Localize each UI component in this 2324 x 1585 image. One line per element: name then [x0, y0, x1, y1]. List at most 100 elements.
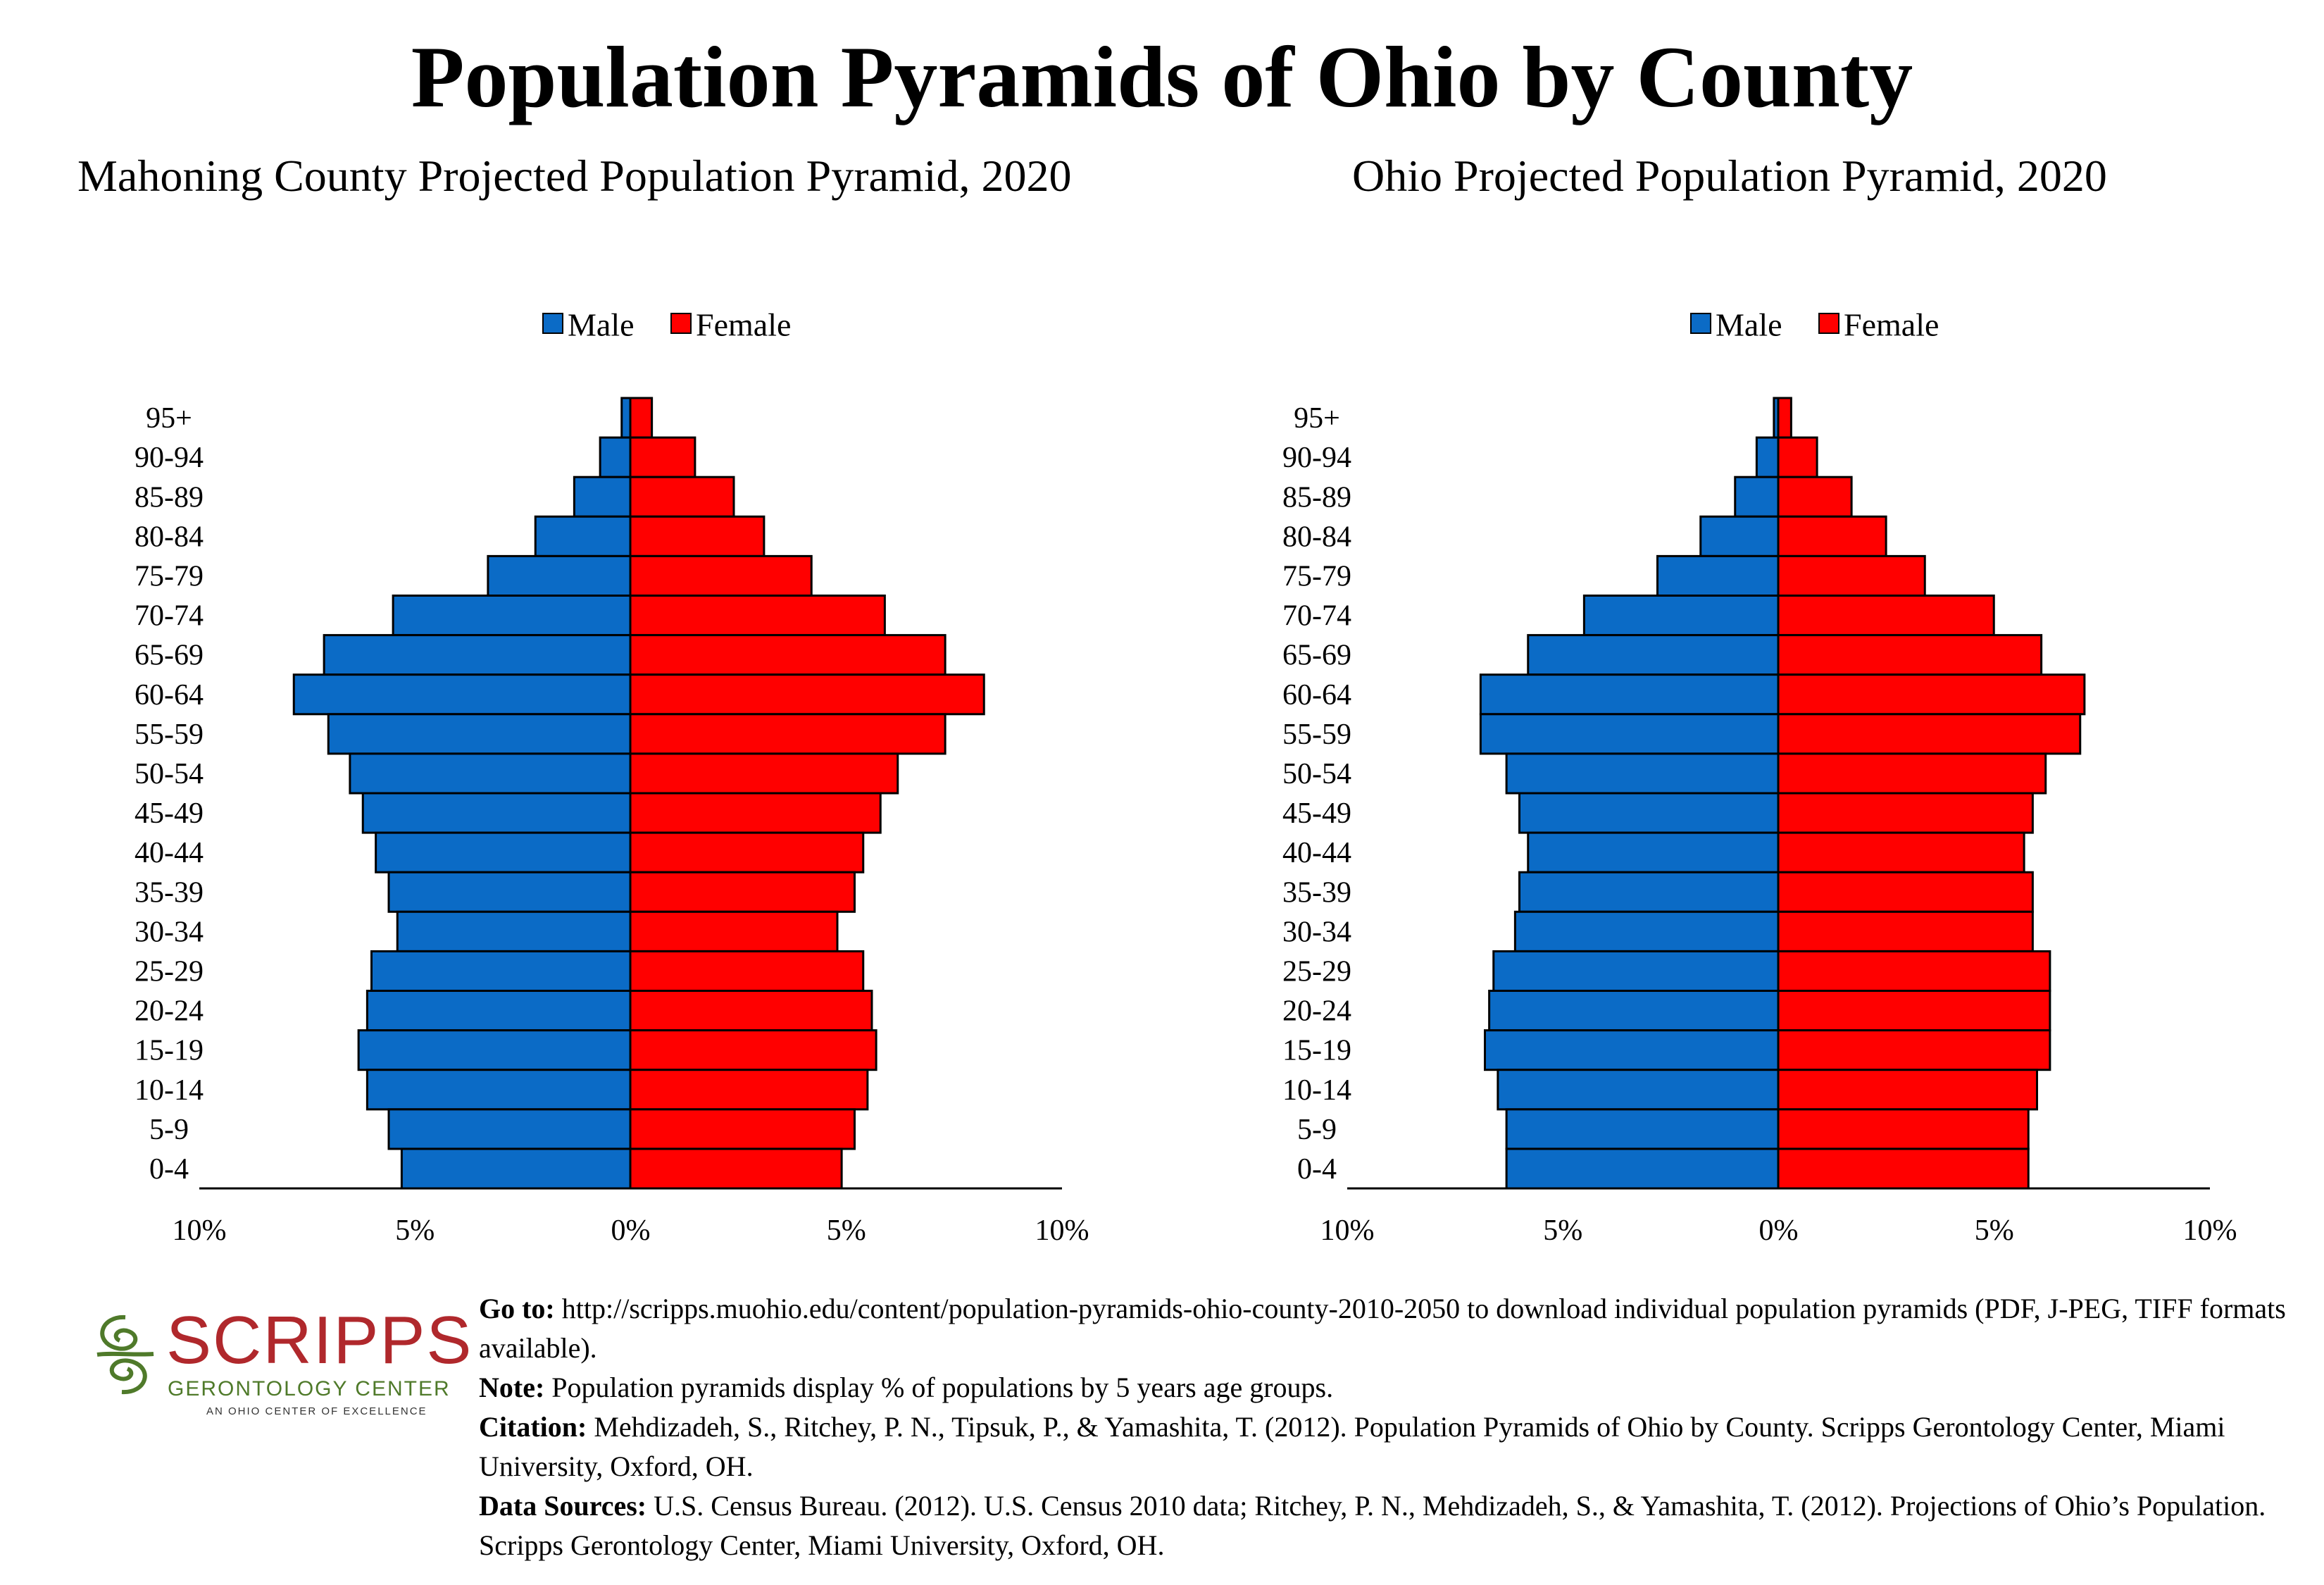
- y-tick-label: 80-84: [1282, 521, 1351, 553]
- bar-male: [400, 1148, 632, 1190]
- bar-male: [1734, 476, 1780, 518]
- logo-wordmark: SCRIPPS: [166, 1303, 473, 1378]
- y-tick-label: 70-74: [135, 600, 204, 633]
- bar-male: [620, 397, 632, 439]
- bar-male: [361, 792, 632, 834]
- bar-female: [1777, 595, 1995, 637]
- y-tick-label: 65-69: [1282, 640, 1351, 672]
- goto-text[interactable]: http://scripps.muohio.edu/content/popula…: [479, 1293, 2286, 1364]
- y-tick-label: 85-89: [1282, 481, 1351, 514]
- page-title: Population Pyramids of Ohio by County: [411, 29, 1913, 125]
- y-tick-label: 25-29: [1282, 955, 1351, 988]
- bar-female: [629, 792, 882, 834]
- y-tick-label: 30-34: [135, 916, 204, 948]
- legend-item-male: Male: [1690, 297, 1782, 349]
- bar-female: [1777, 871, 2034, 913]
- logo-subtitle: GERONTOLOGY CENTER: [168, 1377, 451, 1400]
- bar-female: [629, 1029, 877, 1071]
- bar-female: [629, 673, 985, 716]
- bar-female: [629, 595, 886, 637]
- y-tick-label: 50-54: [135, 758, 204, 790]
- logo-tagline: AN OHIO CENTER OF EXCELLENCE: [206, 1405, 427, 1417]
- x-tick-label: 0%: [1759, 1214, 1799, 1247]
- citation-note: Citation: Mehdizadeh, S., Ritchey, P. N.…: [479, 1407, 2310, 1486]
- x-tick-label: 5%: [1975, 1214, 2014, 1247]
- y-tick-label: 0-4: [149, 1153, 189, 1186]
- y-tick-label: 35-39: [135, 876, 204, 909]
- bar-female: [1777, 554, 1926, 597]
- bar-male: [387, 871, 632, 913]
- y-tick-label: 90-94: [135, 442, 204, 474]
- bar-female: [629, 1069, 869, 1111]
- legend-item-female: Female: [1818, 297, 1939, 349]
- pyramid-plot: 95+ 90-94 85-89 80-84 75-79 70-74 65-69 60-64 55…: [135, 397, 1089, 1247]
- y-tick-label: 85-89: [135, 481, 204, 514]
- bar-female: [1777, 397, 1792, 439]
- bar-female: [1777, 1069, 2038, 1111]
- bar-male: [292, 673, 632, 716]
- x-tick-label: 0%: [611, 1214, 651, 1247]
- bar-female: [1777, 792, 2034, 834]
- bar-male: [1492, 950, 1780, 993]
- y-tick-label: 10-14: [135, 1074, 204, 1107]
- bar-male: [1582, 595, 1780, 637]
- footer-notes: Go to: http://scripps.muohio.edu/content…: [479, 1289, 2310, 1565]
- bar-male: [487, 554, 632, 597]
- y-tick-label: 65-69: [135, 640, 204, 672]
- chart-title: Ohio Projected Population Pyramid, 2020: [1352, 151, 2107, 201]
- bar-female: [1777, 515, 1887, 557]
- bar-male: [1518, 871, 1780, 913]
- y-tick-label: 15-19: [135, 1035, 204, 1067]
- swirl-logo-icon: [96, 1314, 154, 1395]
- bar-male: [599, 436, 632, 478]
- bar-female: [1777, 673, 2086, 716]
- y-tick-label: 45-49: [1282, 797, 1351, 830]
- bar-male: [357, 1029, 632, 1071]
- chart-title: Mahoning County Projected Population Pyr…: [77, 151, 1072, 201]
- bar-male: [323, 634, 632, 676]
- bar-male: [1527, 831, 1780, 874]
- bar-male: [1513, 910, 1780, 952]
- bar-male: [366, 990, 632, 1032]
- bar-female: [1777, 950, 2051, 993]
- bar-male: [327, 713, 632, 755]
- bar-female: [1777, 831, 2025, 874]
- mahoning-pyramid-chart: Mahoning County Projected Population Pyr…: [0, 0, 1162, 1268]
- y-tick-label: 35-39: [1282, 876, 1351, 909]
- y-tick-label: 5-9: [1297, 1114, 1337, 1146]
- y-tick-label: 5-9: [149, 1114, 189, 1146]
- bar-male: [1497, 1069, 1780, 1111]
- note-label: Note:: [479, 1372, 545, 1403]
- bar-male: [534, 515, 632, 557]
- note-text: Population pyramids display % of populat…: [551, 1372, 1334, 1403]
- bar-male: [387, 1108, 632, 1150]
- scripps-logo[interactable]: SCRIPPS GERONTOLOGY CENTER AN OHIO CENTE…: [83, 1296, 471, 1417]
- y-tick-label: 90-94: [1282, 442, 1351, 474]
- bar-male: [375, 831, 632, 874]
- y-tick-label: 80-84: [135, 521, 204, 553]
- bar-female: [1777, 476, 1853, 518]
- y-tick-label: 25-29: [135, 955, 204, 988]
- bar-female: [629, 476, 735, 518]
- legend-item-female: Female: [670, 297, 791, 349]
- bar-male: [370, 950, 632, 993]
- legend-swatch-female: [1818, 313, 1840, 334]
- legend-label-male: Male: [1716, 306, 1782, 343]
- legend-label-female: Female: [1844, 306, 1939, 343]
- bar-male: [1527, 634, 1780, 676]
- y-tick-label: 50-54: [1282, 758, 1351, 790]
- y-tick-label: 75-79: [1282, 560, 1351, 592]
- pyramid-plot: 95+ 90-94 85-89 80-84 75-79 70-74 65-69 60-64 55…: [1282, 397, 2237, 1247]
- y-tick-label: 30-34: [1282, 916, 1351, 948]
- bar-female: [629, 910, 839, 952]
- bar-female: [1777, 1108, 2030, 1150]
- y-tick-label: 10-14: [1282, 1074, 1351, 1107]
- y-tick-label: 55-59: [1282, 719, 1351, 751]
- x-tick-label: 5%: [1543, 1214, 1582, 1247]
- x-tick-label: 10%: [1035, 1214, 1089, 1247]
- bar-female: [629, 990, 873, 1032]
- chart-legend: Male Female: [542, 297, 819, 347]
- y-tick-label: 20-24: [1282, 995, 1351, 1028]
- bar-male: [392, 595, 632, 637]
- y-tick-label: 55-59: [135, 719, 204, 751]
